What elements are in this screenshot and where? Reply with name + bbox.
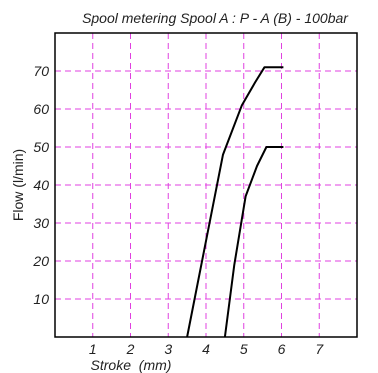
y-tick-label-3: 40 (33, 177, 49, 193)
chart-title: Spool metering Spool A : P - A (B) - 100… (82, 10, 349, 26)
y-tick-label-4: 50 (33, 139, 49, 155)
y-tick-label-0: 10 (33, 291, 49, 307)
x-tick-labels: 1 2 3 4 5 6 7 (89, 341, 325, 357)
series-line-2 (223, 146, 284, 338)
x-tick-label-3: 4 (202, 341, 210, 357)
y-tick-labels: 10 20 30 40 50 60 70 (32, 63, 49, 307)
x-tick-label-5: 6 (278, 341, 286, 357)
series-group (186, 66, 284, 338)
plot-frame (54, 32, 358, 338)
grid (55, 33, 357, 337)
x-tick-label-6: 7 (315, 341, 324, 357)
y-axis-label: Flow (l/min) (10, 149, 26, 221)
y-tick-label-1: 20 (32, 253, 49, 269)
x-tick-label-4: 5 (240, 341, 248, 357)
x-tick-label-2: 3 (164, 341, 172, 357)
y-tick-label-5: 60 (33, 101, 49, 117)
y-tick-label-6: 70 (33, 63, 49, 79)
x-tick-label-0: 1 (89, 341, 97, 357)
x-tick-label-1: 2 (126, 341, 135, 357)
y-tick-label-2: 30 (33, 215, 49, 231)
x-axis-label: Stroke (mm) (91, 357, 172, 373)
series-line-1 (186, 66, 284, 338)
